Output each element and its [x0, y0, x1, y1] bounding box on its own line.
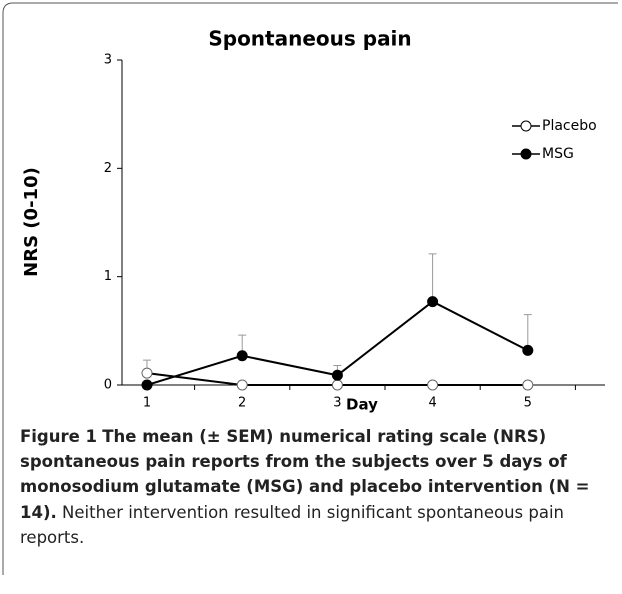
legend-marker [520, 120, 532, 132]
marker [236, 379, 248, 391]
x-tick-label: 4 [428, 396, 436, 411]
caption-title: The mean (± SEM) numerical rating scale … [20, 427, 590, 522]
marker [331, 379, 343, 391]
error-bar [523, 314, 532, 351]
caption-text: Neither intervention resulted in signifi… [20, 502, 565, 547]
marker [522, 344, 534, 356]
x-tick-label: 1 [143, 396, 151, 411]
x-axis-label: Day [346, 396, 378, 414]
y-tick-label: 3 [104, 53, 112, 68]
y-tick-label: 2 [104, 161, 112, 176]
marker [141, 379, 153, 391]
marker [141, 367, 153, 379]
y-tick-label: 1 [104, 269, 112, 284]
marker [236, 350, 248, 362]
caption-label: Figure 1 [20, 427, 98, 446]
marker [427, 296, 439, 308]
x-tick-label: 2 [238, 396, 246, 411]
error-bar [428, 253, 437, 302]
y-tick-label: 0 [104, 378, 112, 393]
legend-label: MSG [542, 146, 574, 162]
frame [2, 2, 618, 575]
x-tick-label: 5 [524, 396, 532, 411]
x-tick-label: 3 [333, 396, 341, 411]
caption: Figure 1 The mean (± SEM) numerical rati… [20, 424, 610, 550]
legend-marker [520, 148, 532, 160]
marker [427, 379, 439, 391]
chart-title: Spontaneous pain [208, 27, 411, 51]
y-axis-label: NRS (0-10) [21, 167, 42, 277]
marker [522, 379, 534, 391]
legend-label: Placebo [542, 118, 597, 134]
marker [331, 369, 343, 381]
